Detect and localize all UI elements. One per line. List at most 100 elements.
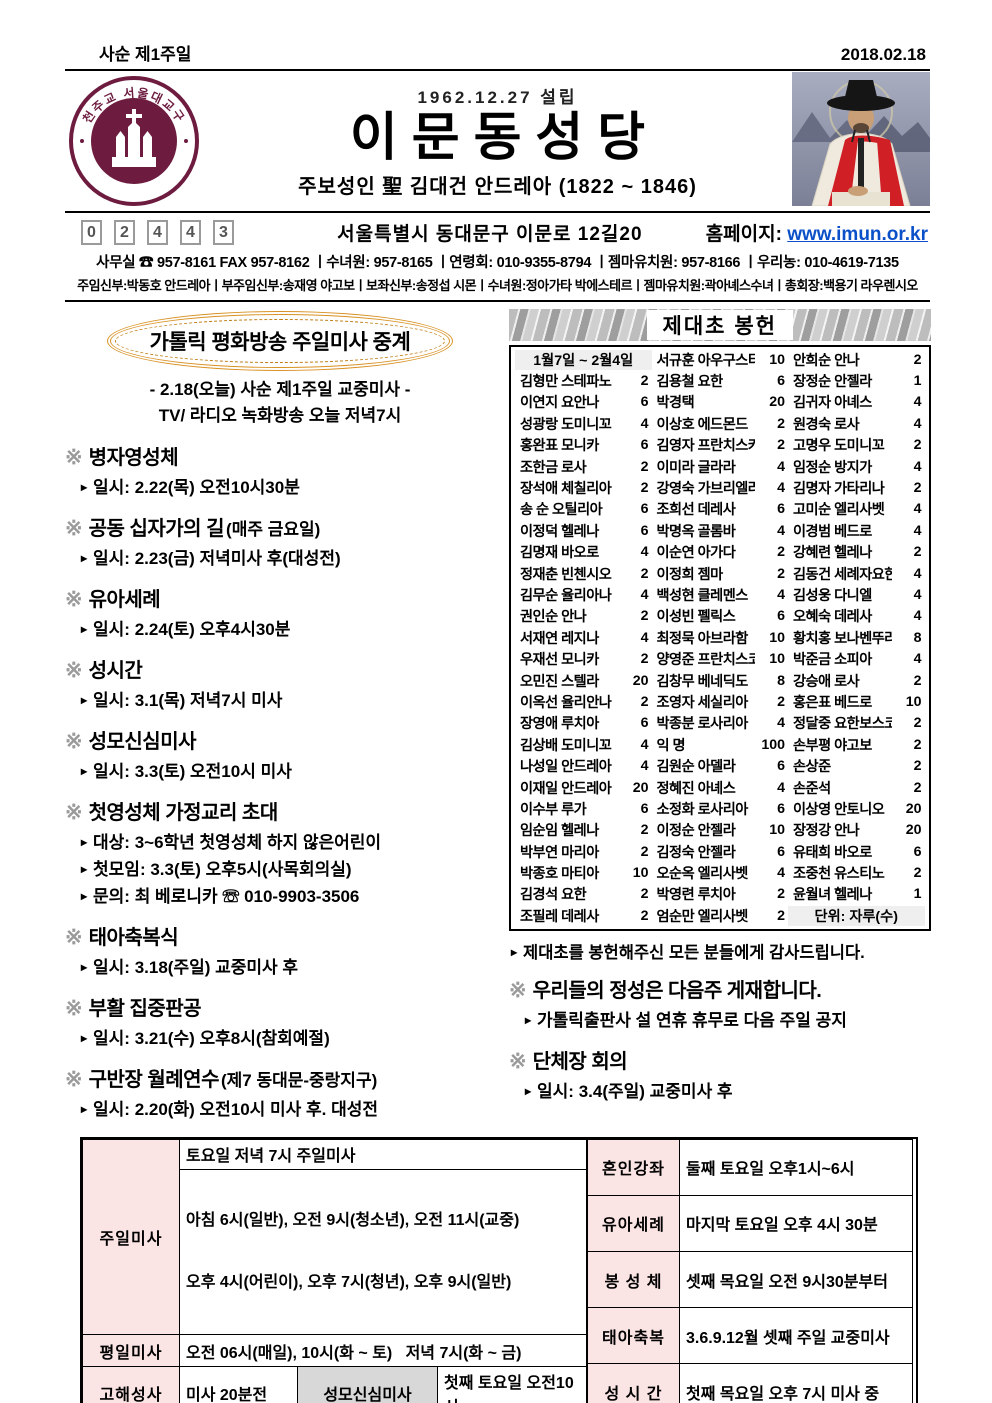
homepage-link[interactable]: www.imun.or.kr <box>787 224 928 245</box>
offering-entry: 조영자 세실리아 2 <box>652 692 789 712</box>
offering-quantity: 2 <box>777 544 785 561</box>
offering-name: 오민진 스텔라 <box>520 673 599 690</box>
offering-entry: 이경범 베드로 4 <box>788 521 925 541</box>
offering-entry: 김창무 베네딕도 8 <box>652 671 789 691</box>
confession-time: 미사 20분전 <box>179 1366 298 1403</box>
offering-name: 이옥선 율리안나 <box>520 694 612 711</box>
offering-quantity: 6 <box>777 843 785 860</box>
offering-quantity: 2 <box>913 758 922 775</box>
right-notice-list: ※ 우리들의 정성은 다음주 게재합니다. ▸ 가톨릭출판사 설 연휴 휴무로 다음 … <box>509 976 931 1105</box>
offering-quantity: 8 <box>777 672 785 689</box>
offering-quantity: 6 <box>640 501 649 518</box>
offering-quantity: 4 <box>640 586 649 603</box>
offering-quantity: 6 <box>777 758 785 775</box>
offering-name: 소정화 로사리아 <box>656 801 749 818</box>
offering-name: 안희순 안나 <box>793 352 860 369</box>
candle-row: 서재연 레지나 4 최정묵 아브라함 10 황치홍 보나벤뚜라 8 <box>515 627 925 648</box>
sunday-mass-times-line2: 오후 4시(어린이), 오후 7시(청년), 오후 9시(일반) <box>186 1274 512 1292</box>
offering-name: 서규훈 아우구스티노 <box>656 352 756 369</box>
offering-entry: 이순연 아가다 2 <box>652 542 789 562</box>
offering-quantity: 4 <box>913 651 922 668</box>
offering-entry: 오순옥 엘리사벳 4 <box>652 863 789 883</box>
offering-name: 김명자 가타리나 <box>793 481 885 498</box>
offering-entry: 이연지 요안나 6 <box>515 392 652 412</box>
offering-name: 박종분 로사리아 <box>656 716 749 733</box>
asterisk-icon: ※ <box>65 729 83 753</box>
offering-name: 박영련 루치아 <box>656 887 736 904</box>
offering-name: 권인순 안나 <box>520 609 587 626</box>
candle-row: 장석애 체칠리아 2 강영숙 가브리엘라 4 김명자 가타리나 2 <box>515 477 925 498</box>
notice-item-text: 첫모임: 3.3(토) 오후5시(사목회의실) <box>93 859 352 879</box>
candle-row: 박종호 마티아 10 오순옥 엘리사벳 4 조중천 유스티노 2 <box>515 862 925 883</box>
offering-entry: 손부평 야고보 2 <box>788 735 925 755</box>
church-cross-icon <box>112 109 156 167</box>
candle-row: 김무순 율리아나 4 백성현 클레멘스 4 김성웅 다니엘 4 <box>515 584 925 605</box>
candle-row: 임순임 헬레나 2 이정순 안젤라 10 장정강 안나 20 <box>515 820 925 841</box>
candle-row: 송 순 오틸리아 6 조희선 데레사 6 고미순 엘리사벳 4 <box>515 499 925 520</box>
bullet-icon: ▸ <box>81 550 88 565</box>
offering-entry: 김성웅 다니엘 4 <box>788 585 925 605</box>
offering-quantity: 100 <box>761 736 785 753</box>
notice-section: ※ 성모신심미사 ▸ 일시: 3.3(토) 오전10시 미사 <box>65 727 495 785</box>
schedule-label: 혼인강좌 <box>587 1138 680 1196</box>
offering-quantity: 2 <box>913 779 922 796</box>
offering-quantity: 2 <box>640 822 649 839</box>
offering-name: 서재연 레지나 <box>520 630 599 647</box>
offering-name: 박종호 마티아 <box>520 866 599 883</box>
offering-quantity: 4 <box>640 736 649 753</box>
candle-row: 오민진 스텔라 20 김창무 베네딕도 8 강승애 로사 2 <box>515 670 925 691</box>
offering-name: 이정덕 헬레나 <box>520 523 599 540</box>
offering-entry: 손상준 2 <box>788 756 925 776</box>
offering-entry: 임순임 헬레나 2 <box>515 820 652 840</box>
asterisk-icon: ※ <box>65 658 83 682</box>
offering-name: 오순옥 엘리사벳 <box>656 866 749 883</box>
offering-name: 이상영 안토니오 <box>793 801 885 818</box>
offering-entry: 오혜숙 데레사 4 <box>788 606 925 626</box>
offering-name: 김명재 바오로 <box>520 545 599 562</box>
schedule-label: 봉 성 체 <box>587 1250 680 1309</box>
offering-entry: 유태희 바오로 6 <box>788 842 925 862</box>
offering-entry: 조희선 데레사 6 <box>652 499 789 519</box>
offering-entry: 김동건 세례자요한 4 <box>788 564 925 584</box>
offering-name: 이정희 젬마 <box>656 566 724 583</box>
offering-name: 장영애 루치아 <box>520 716 599 733</box>
offering-quantity: 20 <box>632 672 649 689</box>
offering-quantity: 4 <box>777 458 785 475</box>
offering-entry: 박종분 로사리아 4 <box>652 713 789 733</box>
offering-entry: 이정덕 헬레나 6 <box>515 521 652 541</box>
candle-row: 정재춘 빈첸시오 2 이정희 젬마 2 김동건 세례자요한 4 <box>515 563 925 584</box>
notice-item-text: 대상: 3~6학년 첫영성체 하지 않은어린이 <box>93 832 382 852</box>
offering-name: 장정강 안나 <box>793 823 860 840</box>
offering-entry: 성광랑 도미니꼬 4 <box>515 414 652 434</box>
postal-digit: 0 <box>81 220 102 245</box>
offering-name: 김영자 프란치스카 <box>656 438 756 455</box>
offering-quantity: 4 <box>640 758 649 775</box>
homepage-label: 홈페이지: <box>705 224 782 245</box>
offering-quantity: 6 <box>777 373 785 390</box>
offering-entry: 소정화 로사리아 6 <box>652 799 789 819</box>
offering-entry: 백성현 클레멘스 4 <box>652 585 789 605</box>
offering-quantity: 2 <box>913 437 922 454</box>
offering-quantity: 6 <box>777 800 785 817</box>
notice-item-text: 일시: 3.4(주일) 교중미사 후 <box>537 1081 733 1101</box>
postal-digit: 4 <box>180 220 201 245</box>
candle-row: 이옥선 율리안나 2 조영자 세실리아 2 홍은표 베드로 10 <box>515 691 925 712</box>
bulletin-date: 2018.02.18 <box>840 45 926 64</box>
notice-item-text: 일시: 3.3(토) 오전10시 미사 <box>93 761 292 781</box>
offering-entry: 김무순 율리아나 4 <box>515 585 652 605</box>
church-name: 이문동성당 <box>349 109 660 168</box>
offering-quantity: 4 <box>913 565 922 582</box>
broadcast-line1: - 2.18(오늘) 사순 제1주일 교중미사 - <box>149 380 411 399</box>
offering-quantity: 6 <box>913 843 922 860</box>
notice-item-text: 문의: 최 베로니카 ☏ 010-9903-3506 <box>93 886 360 906</box>
candle-row: 이정덕 헬레나 6 박명옥 골롬바 4 이경범 베드로 4 <box>515 520 925 541</box>
notice-title: 공동 십자가의 길 <box>88 517 225 540</box>
notice-title-suffix: (매주 금요일) <box>226 519 321 539</box>
offering-entry: 장정강 안나 20 <box>788 820 925 840</box>
offering-quantity: 6 <box>640 800 649 817</box>
offering-entry: 정재춘 빈첸시오 2 <box>515 564 652 584</box>
offering-name: 장석애 체칠리아 <box>520 481 612 498</box>
offering-quantity: 2 <box>913 351 922 368</box>
